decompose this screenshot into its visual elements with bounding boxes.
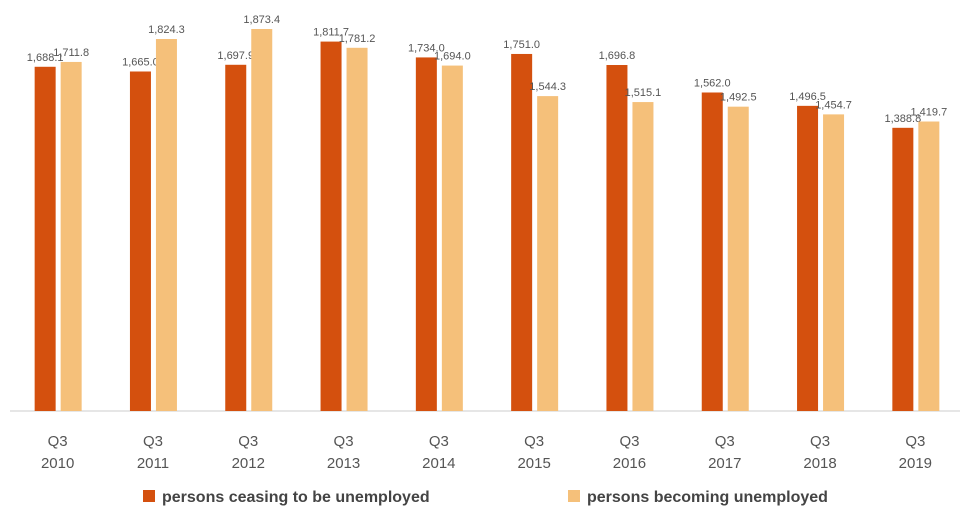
x-tick-label: Q3 2010 — [41, 433, 74, 472]
value-label: 1,496.5 — [789, 91, 826, 103]
legend-label: persons ceasing to be unemployed — [162, 489, 430, 506]
bar — [346, 47, 368, 411]
value-label: 1,873.4 — [243, 14, 280, 26]
value-label: 1,388.8 — [884, 113, 921, 125]
bar — [606, 65, 628, 411]
bar — [892, 127, 914, 412]
x-tick-label: Q3 2015 — [517, 433, 550, 472]
value-label: 1,492.5 — [720, 92, 757, 104]
bar — [155, 39, 177, 412]
value-label: 1,696.8 — [599, 50, 636, 62]
value-label: 1,711.8 — [53, 47, 89, 59]
x-tick-label: Q3 2019 — [899, 433, 932, 472]
legend-swatch — [568, 490, 580, 502]
bar — [918, 121, 940, 411]
bar — [797, 105, 819, 412]
bar — [441, 65, 463, 411]
value-label: 1,734.0 — [408, 42, 445, 54]
bar — [60, 61, 82, 412]
bar — [632, 102, 654, 411]
bar — [415, 57, 437, 411]
bar — [701, 92, 723, 412]
value-label: 1,694.0 — [434, 51, 471, 63]
value-label: 1,665.0 — [122, 56, 159, 68]
value-label: 1,811.7 — [313, 27, 349, 39]
value-label: 1,824.3 — [148, 24, 185, 36]
legend-label: persons becoming unemployed — [587, 489, 828, 506]
x-tick-label: Q3 2013 — [327, 433, 360, 472]
bar — [34, 66, 56, 411]
bar — [727, 106, 749, 411]
value-label: 1,419.7 — [910, 107, 947, 119]
x-tick-label: Q3 2016 — [613, 433, 646, 472]
bar — [320, 41, 342, 411]
x-tick-label: Q3 2017 — [708, 433, 741, 472]
bar — [511, 53, 533, 412]
value-label: 1,781.2 — [339, 33, 376, 45]
bar — [823, 114, 845, 411]
value-label: 1,515.1 — [625, 87, 662, 99]
value-label: 1,751.0 — [503, 39, 540, 51]
value-label: 1,562.0 — [694, 77, 731, 89]
legend-swatch — [143, 490, 155, 502]
bar — [225, 64, 247, 411]
x-tick-label: Q3 2011 — [137, 433, 169, 472]
bar — [537, 96, 559, 412]
bar — [251, 29, 273, 411]
value-label: 1,688.1 — [27, 52, 64, 64]
bar — [129, 71, 151, 411]
x-tick-label: Q3 2014 — [422, 433, 455, 472]
value-label: 1,544.3 — [529, 81, 566, 93]
value-label: 1,454.7 — [815, 99, 852, 111]
x-tick-label: Q3 2018 — [803, 433, 836, 472]
value-label: 1,697.9 — [217, 50, 254, 62]
x-tick-label: Q3 2012 — [232, 433, 265, 472]
